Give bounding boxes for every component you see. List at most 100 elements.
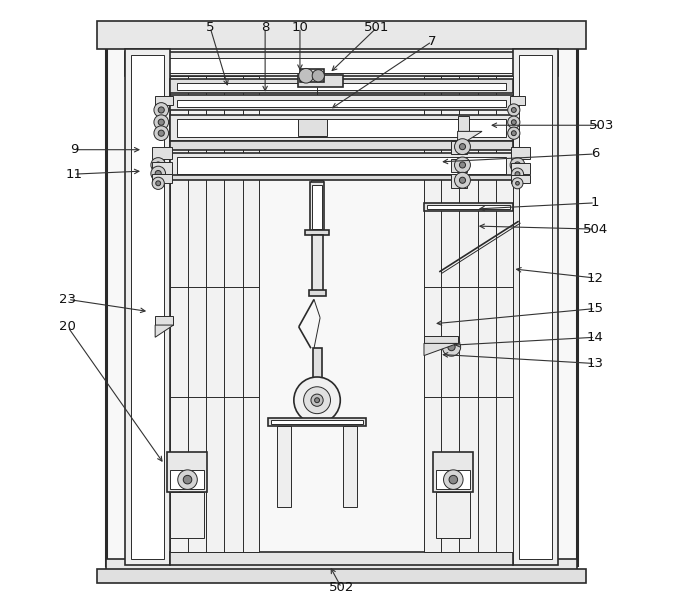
Bar (451, 174, 466, 188)
Circle shape (156, 181, 161, 186)
Bar (155, 96, 173, 105)
Circle shape (516, 181, 519, 185)
Circle shape (312, 70, 324, 82)
Bar (451, 141, 466, 154)
Circle shape (298, 68, 313, 83)
Bar (152, 174, 171, 183)
Circle shape (512, 120, 516, 125)
Bar (155, 316, 173, 325)
Bar (451, 159, 466, 172)
Circle shape (448, 343, 455, 351)
Text: 503: 503 (589, 119, 614, 132)
Circle shape (154, 103, 169, 117)
Bar (436, 470, 470, 489)
Bar (424, 76, 512, 552)
Polygon shape (155, 325, 173, 337)
Circle shape (507, 104, 520, 116)
Text: 7: 7 (428, 35, 436, 48)
Bar (124, 52, 559, 76)
Circle shape (512, 178, 523, 189)
Bar (309, 290, 326, 296)
Bar (512, 163, 530, 174)
Bar (176, 100, 507, 107)
Bar (97, 569, 586, 583)
Bar (312, 235, 323, 293)
Bar (298, 75, 344, 87)
Circle shape (152, 177, 165, 189)
Bar (176, 157, 507, 174)
Bar (171, 552, 512, 565)
Circle shape (155, 170, 161, 177)
Bar (305, 230, 329, 235)
Circle shape (514, 162, 520, 168)
Bar (277, 426, 291, 507)
Text: 6: 6 (591, 147, 599, 161)
Text: 10: 10 (292, 21, 309, 34)
Bar (300, 69, 324, 82)
Bar (427, 205, 510, 209)
Bar (424, 336, 458, 343)
Text: 20: 20 (59, 320, 76, 334)
Bar (298, 119, 327, 136)
Text: 504: 504 (583, 222, 608, 236)
Text: 1: 1 (591, 196, 599, 210)
Circle shape (507, 116, 520, 128)
Circle shape (460, 162, 466, 168)
Polygon shape (458, 131, 482, 147)
Bar (171, 115, 512, 141)
Bar (107, 27, 576, 565)
Circle shape (158, 107, 165, 113)
Circle shape (454, 172, 471, 188)
Circle shape (515, 172, 520, 177)
Circle shape (449, 475, 458, 484)
Bar (271, 420, 363, 424)
Circle shape (155, 162, 161, 168)
Bar (313, 348, 322, 379)
Text: 9: 9 (70, 143, 78, 156)
Text: 13: 13 (587, 357, 604, 370)
Text: 23: 23 (59, 293, 76, 306)
Bar (436, 492, 470, 538)
Circle shape (510, 158, 525, 172)
Polygon shape (424, 343, 458, 356)
Circle shape (183, 475, 192, 484)
Bar (171, 141, 512, 150)
Circle shape (454, 139, 471, 155)
Bar (312, 185, 322, 229)
Text: 502: 502 (329, 581, 354, 595)
Bar (510, 96, 525, 105)
Bar (512, 49, 559, 565)
Bar (171, 153, 512, 177)
Circle shape (315, 398, 320, 403)
Bar (433, 452, 473, 492)
Bar (512, 175, 530, 183)
Bar (124, 49, 171, 565)
Circle shape (460, 177, 466, 183)
Bar (512, 147, 530, 159)
Circle shape (304, 387, 331, 414)
Circle shape (512, 168, 524, 180)
Bar (171, 175, 512, 180)
Bar (171, 76, 259, 552)
Bar (130, 58, 553, 73)
Bar (176, 119, 507, 137)
Text: 14: 14 (587, 331, 604, 344)
Circle shape (443, 470, 463, 489)
Bar (171, 79, 512, 93)
Bar (107, 559, 576, 574)
Circle shape (151, 158, 165, 172)
Bar (458, 116, 469, 131)
Circle shape (512, 108, 516, 112)
Bar (152, 147, 171, 159)
Text: 5: 5 (206, 21, 214, 34)
Bar (171, 492, 204, 538)
Text: 12: 12 (587, 271, 604, 285)
Bar (424, 203, 512, 211)
Circle shape (158, 130, 165, 136)
Bar (268, 418, 366, 426)
Bar (171, 95, 512, 110)
Bar (344, 426, 357, 507)
Circle shape (158, 119, 165, 125)
Circle shape (311, 394, 323, 406)
Bar (176, 83, 507, 90)
